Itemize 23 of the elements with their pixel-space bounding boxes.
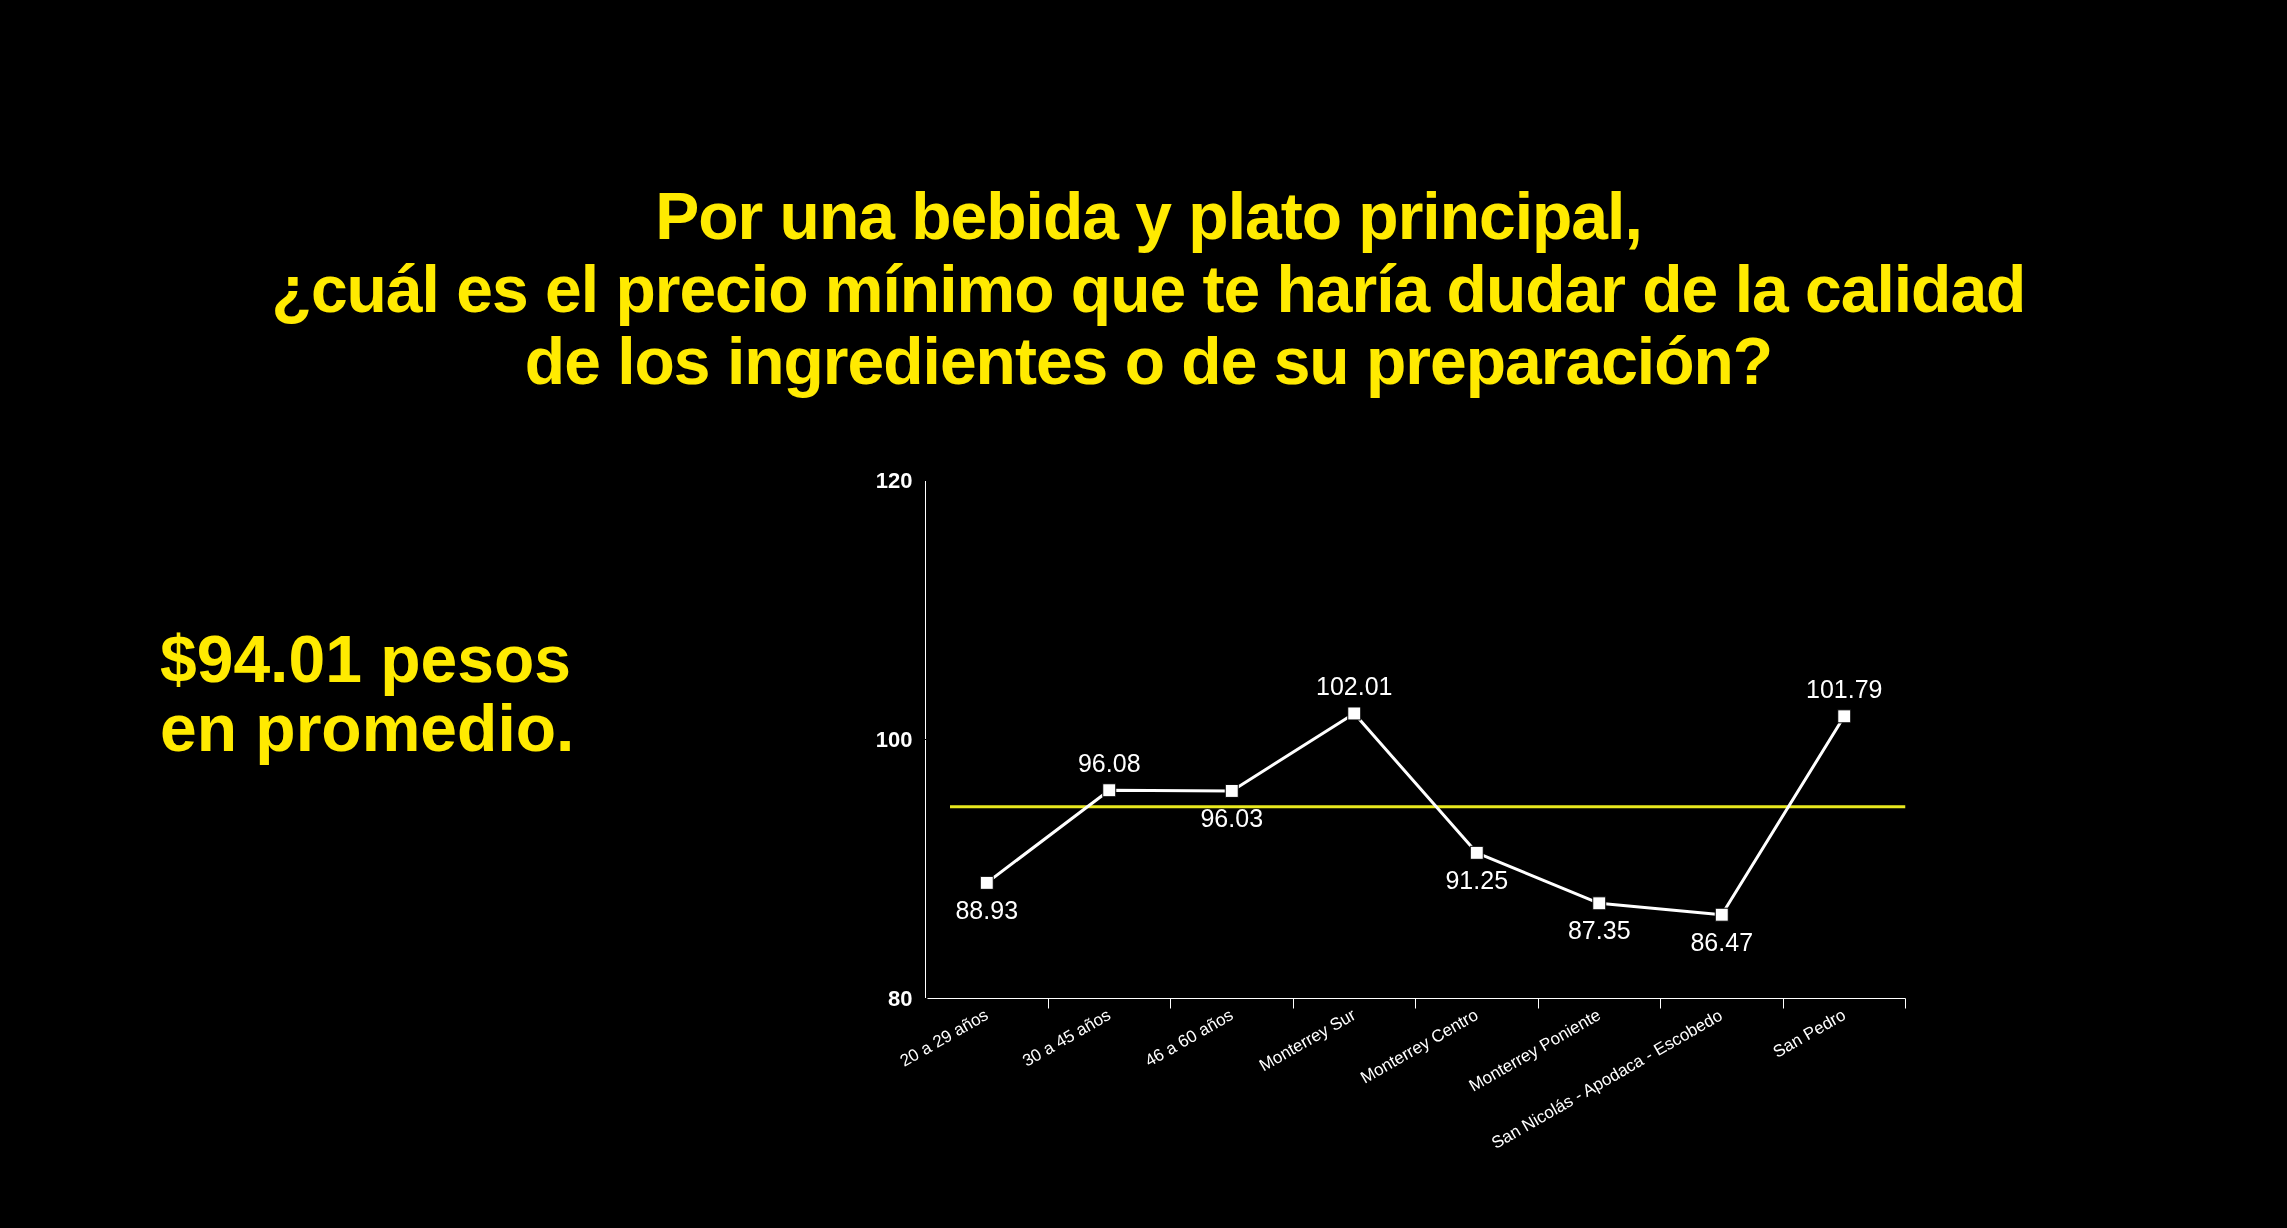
data-label: 88.93 (955, 895, 1019, 924)
y-tick-label: 120 (875, 468, 913, 493)
text: $94.01 pesos en promedio. (160, 622, 576, 766)
x-tick-label: 30 a 45 años (1019, 1005, 1114, 1071)
data-label: 96.08 (1077, 749, 1141, 778)
point (1714, 907, 1729, 922)
data-label: 102.01 (1316, 672, 1393, 701)
chart-title: Por una bebida y plato principal, ¿cuál es el precio mínimo que te haría dudar de la calidad de los ingredientes o de su preparación? (271, 179, 2026, 399)
x-tick-label: 46 a 60 años (1141, 1005, 1237, 1071)
data-label: 101.79 (1806, 675, 1883, 704)
point (1224, 783, 1239, 798)
point (1469, 845, 1484, 860)
point (1102, 783, 1117, 798)
data-label: 91.25 (1445, 865, 1509, 894)
point (1837, 709, 1852, 724)
data-label: 87.35 (1567, 916, 1631, 945)
point (979, 875, 994, 890)
data-label: 96.03 (1200, 804, 1264, 833)
data-label: 86.47 (1690, 927, 1754, 956)
point (1592, 896, 1607, 911)
x-tick-label: San Pedro (1769, 1005, 1849, 1062)
y-tick-label: 100 (875, 727, 913, 752)
point (1347, 706, 1362, 721)
